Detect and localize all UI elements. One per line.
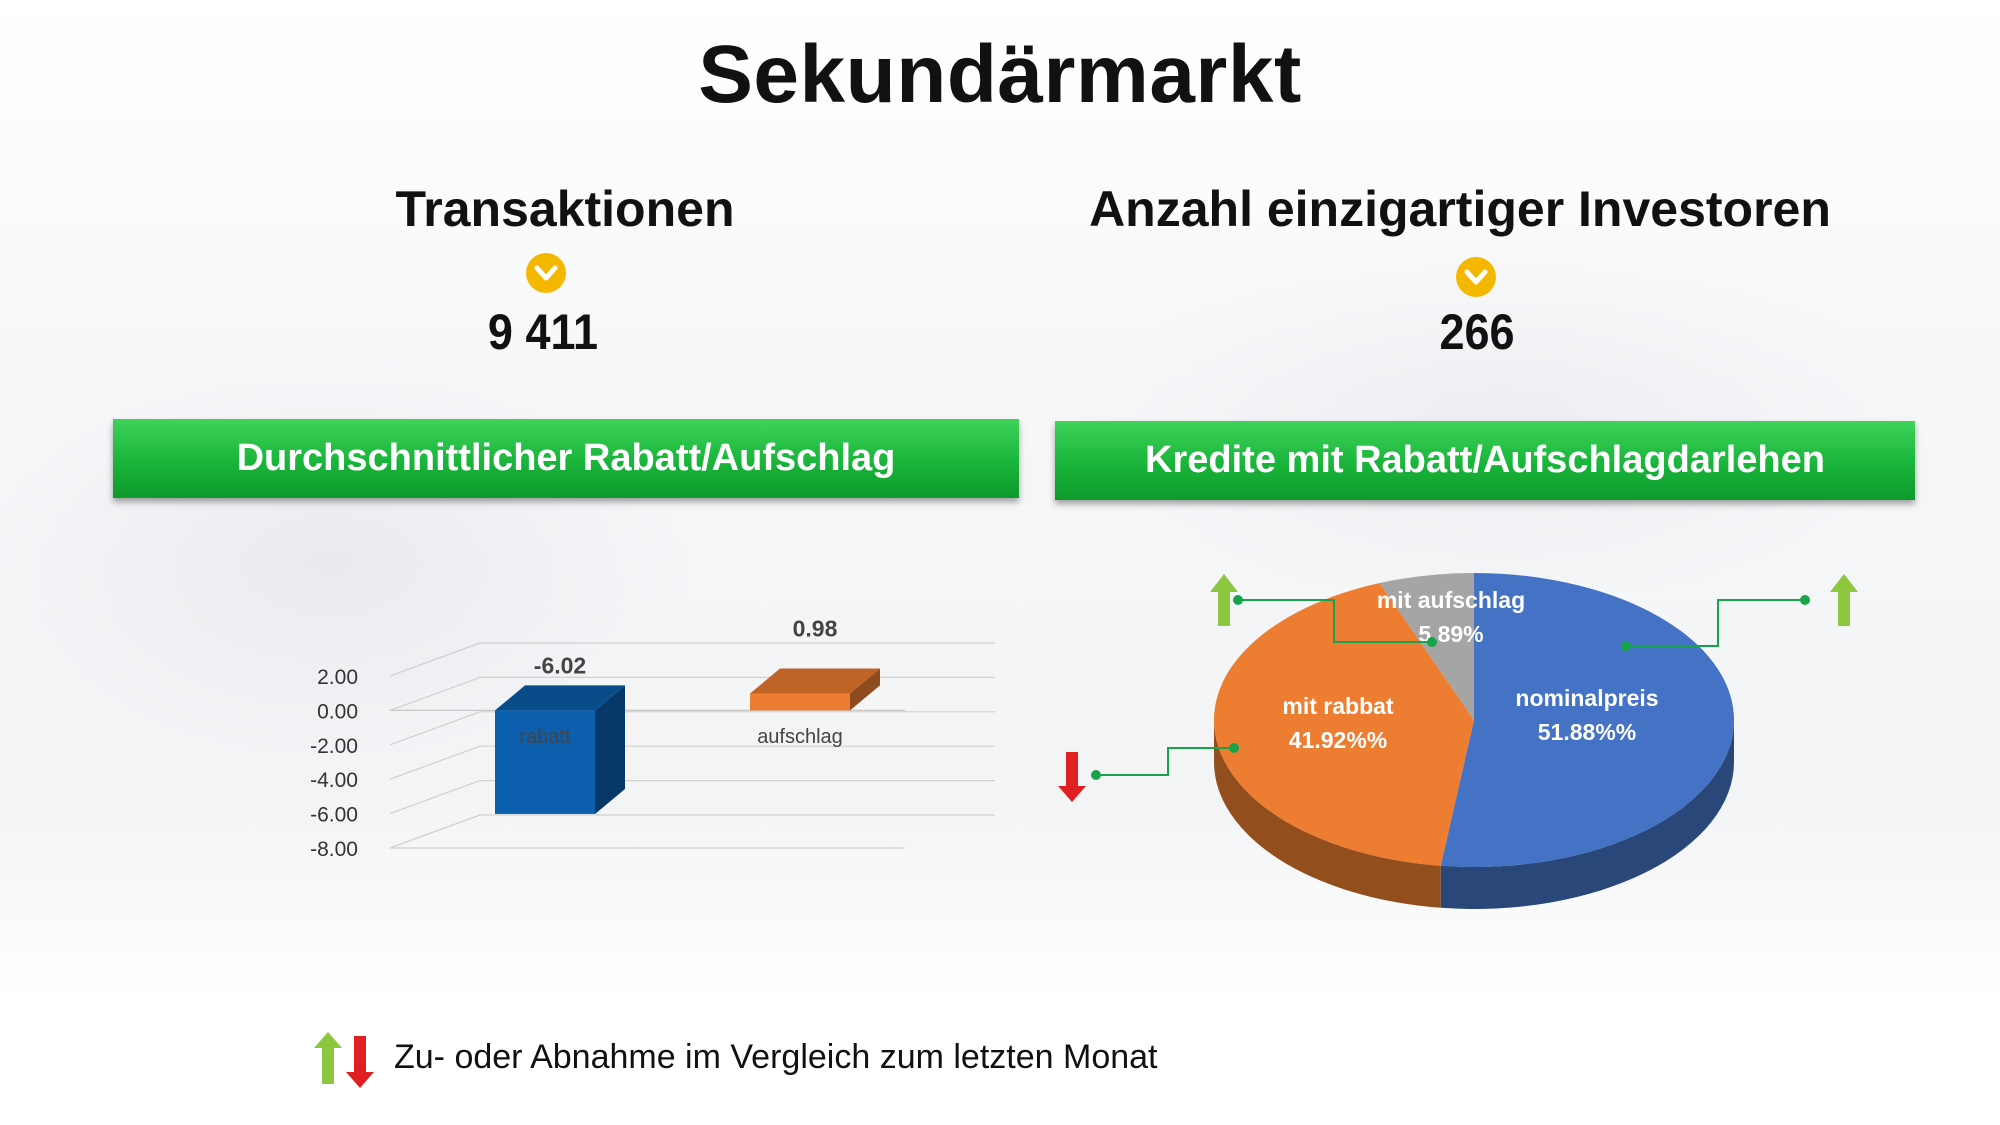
bar-side	[850, 668, 880, 711]
grid-depth-line	[389, 711, 481, 746]
kpi-transactions-value: 9 411	[487, 304, 599, 360]
y-tick-label: 0.00	[317, 700, 358, 723]
section-header-avg-discount: Durchschnittlicher Rabatt/Aufschlag	[113, 419, 1019, 498]
leader-line	[1238, 599, 1432, 643]
grid-depth-line	[389, 676, 481, 711]
pie-slice-value: 51.88%%	[1538, 719, 1636, 745]
kpi-investors-value: 266	[1439, 304, 1515, 360]
bar-top	[495, 685, 625, 711]
bar-side	[595, 685, 625, 814]
kpi-transactions-title: Transaktionen	[395, 181, 735, 237]
chevron-down-icon	[1456, 257, 1496, 297]
y-tick-label: -8.00	[310, 838, 358, 861]
leader-mit-rabbat	[1091, 743, 1239, 780]
pie-slice-label: nominalpreis	[1515, 685, 1658, 711]
grid-depth-line	[389, 745, 481, 780]
leader-line	[1096, 747, 1234, 776]
chevron-down-icon	[526, 253, 566, 293]
bar-value-label: -6.02	[534, 652, 586, 678]
leader-dot	[1800, 595, 1810, 605]
bar-front	[495, 710, 595, 814]
bar-value-label: 0.98	[793, 616, 838, 642]
leader-nominalpreis	[1621, 595, 1810, 651]
y-tick-label: -4.00	[310, 769, 358, 792]
y-tick-label: -2.00	[310, 735, 358, 758]
y-tick-label: 2.00	[317, 666, 358, 689]
bar-chart: 2.00 0.00 -2.00 -4.00 -6.00 -8.00 -6.02 rabatt 0…	[310, 616, 995, 861]
leader-dot	[1427, 637, 1437, 647]
section-header-loans-discount: Kredite mit Rabatt/Aufschlagdarlehen	[1055, 421, 1915, 500]
pie-slice-mit-rabbat	[1213, 583, 1474, 866]
pie-chart: nominalpreis 51.88%% mit rabbat 41.92%% mit …	[1058, 573, 1858, 909]
leader-dot	[1621, 641, 1631, 651]
trend-down-arrow-icon	[1058, 752, 1086, 802]
pie-slice-label: mit aufschlag	[1377, 587, 1525, 613]
category-label: aufschlag	[757, 726, 843, 748]
pie-side-nominalpreis	[1440, 720, 1734, 909]
grid-depth-line	[389, 642, 481, 677]
bar-top	[750, 668, 880, 694]
leader-dot	[1091, 770, 1101, 780]
category-label: rabatt	[519, 726, 571, 748]
leader-dot	[1229, 743, 1239, 753]
leader-line	[1626, 599, 1805, 647]
y-tick-label: -6.00	[310, 804, 358, 827]
trend-up-arrow-icon	[1830, 574, 1858, 626]
bar-aufschlag	[750, 668, 880, 711]
up-down-arrows-icon	[314, 1032, 374, 1088]
leader-dot	[1233, 595, 1243, 605]
pie-side-mit-rabbat	[1214, 720, 1441, 908]
bar-rabatt	[495, 685, 625, 814]
pie-slice-label: mit rabbat	[1282, 693, 1394, 719]
leader-mit-aufschlag	[1233, 595, 1437, 647]
pie-slice-mit-aufschlag	[1379, 573, 1474, 720]
grid-depth-line	[389, 814, 481, 849]
pie-slice-value: 41.92%%	[1289, 727, 1387, 753]
grid-depth-line	[389, 780, 481, 815]
page-title: Sekundärmarkt	[698, 29, 1302, 120]
trend-up-arrow-icon	[1210, 574, 1238, 626]
kpi-investors-title: Anzahl einzigartiger Investoren	[1089, 181, 1831, 237]
legend-text: Zu- oder Abnahme im Vergleich zum letzte…	[394, 1038, 1158, 1076]
bar-front	[750, 693, 850, 711]
